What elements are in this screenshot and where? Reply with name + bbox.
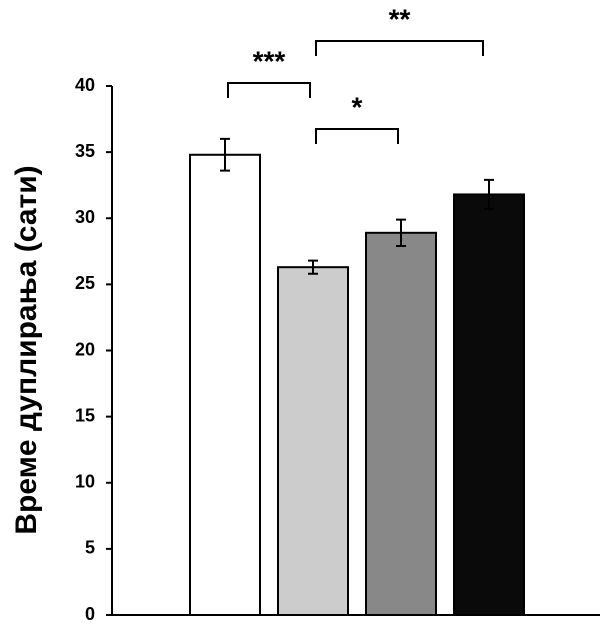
bar (277, 266, 349, 616)
y-tick-label: 10 (75, 472, 95, 492)
significance-bracket (315, 40, 484, 56)
significance-label: ** (389, 3, 411, 34)
y-tick-label: 5 (85, 538, 95, 558)
bar (453, 193, 525, 616)
y-tick-label: 25 (75, 273, 95, 293)
error-bar (220, 137, 230, 172)
bar (365, 231, 437, 617)
significance-label: * (352, 91, 363, 122)
error-bar (484, 178, 494, 210)
error-bar (308, 259, 318, 275)
error-bar (396, 218, 406, 248)
significance-label: *** (253, 45, 286, 76)
y-tick-label: 0 (85, 604, 95, 624)
y-tick-label: 15 (75, 405, 95, 425)
y-tick-label: 30 (75, 207, 95, 227)
significance-bracket (227, 82, 311, 98)
bar (189, 153, 261, 617)
significance-bracket (315, 128, 399, 144)
y-axis-label: Време дуплирања (сати) (10, 165, 43, 534)
y-tick-label: 20 (75, 339, 95, 359)
y-tick-label: 40 (75, 75, 95, 95)
y-tick-label: 35 (75, 141, 95, 161)
